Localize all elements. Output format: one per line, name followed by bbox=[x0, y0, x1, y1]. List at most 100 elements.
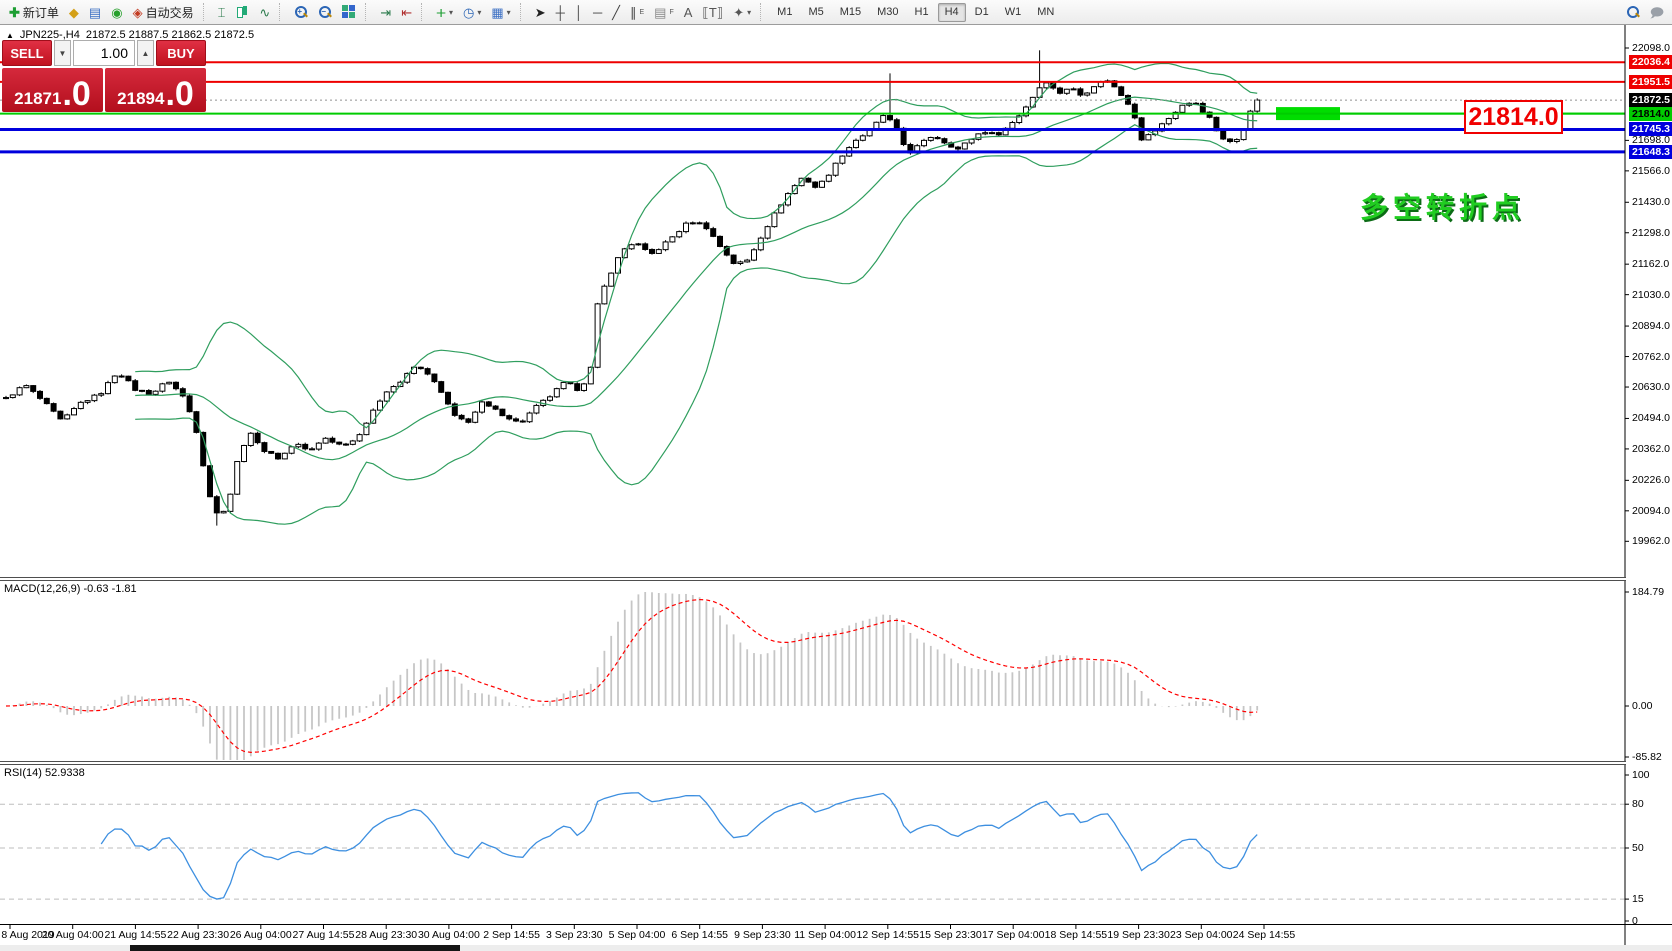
signals-button[interactable]: ◉ bbox=[106, 2, 127, 23]
volume-step-down[interactable]: ▼ bbox=[54, 40, 71, 66]
new-order-button[interactable]: ✚ 新订单 bbox=[4, 2, 64, 23]
indicators-button[interactable]: 🞤 ▾ bbox=[431, 2, 458, 23]
price-axis-tick: 19962.0 bbox=[1632, 535, 1670, 548]
zoom-in-button[interactable]: + bbox=[289, 2, 313, 23]
chat-icon[interactable]: 🗩 bbox=[1649, 4, 1664, 20]
trendline-icon: ╱ bbox=[612, 4, 620, 20]
toolbar-separator bbox=[760, 3, 767, 21]
price-axis-tick: 21566.0 bbox=[1632, 164, 1670, 177]
price-line-axis-label: 21872.5 bbox=[1629, 93, 1672, 108]
price-axis-tick: 21430.0 bbox=[1632, 196, 1670, 209]
fibonacci-tool-button[interactable]: ▤ F bbox=[649, 2, 679, 23]
crosshair-tool-button[interactable]: ┼ bbox=[551, 2, 570, 23]
candles bbox=[3, 50, 1261, 526]
date-axis-label: 30 Aug 04:00 bbox=[417, 929, 480, 941]
price-annotation-box[interactable]: 21814.0 bbox=[1464, 100, 1563, 134]
rsi-panel-divider[interactable] bbox=[0, 761, 1626, 765]
tile-windows-button[interactable] bbox=[337, 2, 361, 23]
price-axis-tick: 20362.0 bbox=[1632, 442, 1670, 455]
volume-input[interactable]: 1.00 bbox=[73, 40, 135, 66]
buy-button[interactable]: BUY bbox=[156, 40, 206, 66]
arrows-tool-button[interactable]: ✦ ▾ bbox=[728, 2, 756, 23]
zoom-out-button[interactable]: − bbox=[313, 2, 337, 23]
date-axis-label: 27 Aug 14:55 bbox=[292, 929, 355, 941]
rsi-axis-tick: 0 bbox=[1632, 915, 1638, 927]
rsi-axis-tick: 15 bbox=[1632, 893, 1644, 906]
date-axis-line bbox=[0, 924, 1672, 925]
autotrade-label: 自动交易 bbox=[145, 5, 194, 20]
rsi-axis-tick: 80 bbox=[1632, 798, 1644, 811]
symbol-title: JPN225-,H4 bbox=[19, 29, 80, 41]
one-click-trade-panel: SELL ▼ 1.00 ▲ BUY 21871 .0 21894 .0 bbox=[2, 40, 206, 112]
sell-price-main: 21871 bbox=[14, 89, 62, 108]
market-watch-button[interactable]: ◆ bbox=[64, 2, 84, 23]
date-axis-label: 5 Sep 04:00 bbox=[608, 929, 666, 941]
macd-histogram bbox=[11, 592, 1259, 760]
arrows-icon: ✦ bbox=[733, 4, 745, 20]
timeframe-button-mn[interactable]: MN bbox=[1037, 6, 1055, 18]
equidistant-channel-button[interactable]: ∥ E bbox=[625, 2, 649, 23]
profile-icon: ▤ bbox=[88, 4, 102, 20]
turning-point-annotation[interactable]: 多空转折点 bbox=[1360, 192, 1526, 223]
rsi-axis-tick: 100 bbox=[1632, 769, 1650, 781]
macd-panel-divider[interactable] bbox=[0, 577, 1626, 581]
price-axis-tick: 20894.0 bbox=[1632, 320, 1670, 333]
price-axis-tick: 21298.0 bbox=[1632, 226, 1670, 239]
search-icon[interactable] bbox=[1626, 5, 1640, 19]
text-tool-button[interactable]: A bbox=[679, 2, 698, 23]
vline-tool-button[interactable]: │ bbox=[570, 2, 588, 23]
timeframe-button-h1[interactable]: H1 bbox=[914, 6, 929, 18]
date-axis-label: 2 Sep 14:55 bbox=[483, 929, 540, 941]
trendline-tool-button[interactable]: ╱ bbox=[607, 2, 625, 23]
volume-step-up[interactable]: ▲ bbox=[137, 40, 154, 66]
rsi-line bbox=[100, 792, 1258, 900]
date-axis-label: 18 Sep 14:55 bbox=[1044, 929, 1108, 941]
price-axis-tick: 20094.0 bbox=[1632, 504, 1670, 517]
bollinger-middle-band bbox=[135, 96, 1258, 461]
timeframe-button-m30[interactable]: M30 bbox=[877, 6, 899, 18]
price-axis-tick: 21698.0 bbox=[1632, 134, 1670, 147]
dropdown-arrow-icon: ▾ bbox=[747, 7, 752, 17]
timeframe-button-d1[interactable]: D1 bbox=[974, 6, 989, 18]
date-axis-label: 17 Sep 04:00 bbox=[981, 929, 1045, 941]
timeframe-button-m15[interactable]: M15 bbox=[839, 6, 862, 18]
date-axis-label: 19 Sep 23:30 bbox=[1107, 929, 1170, 941]
periods-button[interactable]: ◷ ▾ bbox=[458, 2, 486, 23]
macd-axis-tick: 184.79 bbox=[1632, 586, 1665, 598]
chart-title: ▲ JPN225-,H4 21872.5 21887.5 21862.5 218… bbox=[6, 29, 254, 41]
zoom-in-icon: + bbox=[294, 5, 308, 19]
crosshair-icon: ┼ bbox=[555, 4, 565, 20]
templates-button[interactable]: ▦ ▾ bbox=[486, 2, 515, 23]
sell-price[interactable]: 21871 .0 bbox=[2, 68, 103, 112]
price-axis[interactable]: 22098.0 21698.0 21566.0 21430.0 21298.0 21162… bbox=[1626, 25, 1672, 945]
price-axis-tick: 20494.0 bbox=[1632, 412, 1670, 425]
line-chart-button[interactable]: ∿ bbox=[254, 2, 275, 23]
timeframe-button-w1[interactable]: W1 bbox=[1004, 6, 1022, 18]
bar-chart-button[interactable]: ⌶ bbox=[213, 2, 231, 23]
sell-button[interactable]: SELL bbox=[2, 40, 52, 66]
chart-shift-button[interactable]: ⇤ bbox=[396, 2, 417, 23]
autoscroll-button[interactable]: ⇥ bbox=[375, 2, 396, 23]
price-line-axis-label: 21814.0 bbox=[1629, 106, 1672, 121]
price-axis-tick: 20226.0 bbox=[1632, 474, 1670, 487]
data-window-button[interactable]: ▤ bbox=[84, 2, 106, 23]
cursor-tool-button[interactable]: ➤ bbox=[530, 2, 551, 23]
horizontal-scrollbar[interactable] bbox=[0, 945, 1672, 951]
candlestick-icon bbox=[235, 5, 249, 19]
timeframe-button-m5[interactable]: M5 bbox=[808, 6, 824, 18]
buy-price[interactable]: 21894 .0 bbox=[105, 68, 206, 112]
macd-axis-tick: -85.82 bbox=[1632, 751, 1662, 763]
timeframe-button-m1[interactable]: M1 bbox=[777, 6, 793, 18]
toolbar-separator bbox=[279, 3, 286, 21]
date-axis-label: 28 Aug 23:30 bbox=[355, 929, 418, 941]
scrollbar-thumb[interactable] bbox=[130, 945, 460, 951]
date-axis[interactable]: 8 Aug 2019 20 Aug 04:00 21 Aug 14:55 22 Aug… bbox=[0, 928, 1672, 944]
price-line-axis-label: 21648.3 bbox=[1629, 144, 1672, 159]
autotrade-button[interactable]: ◈ 自动交易 bbox=[128, 2, 199, 23]
label-tool-button[interactable]: ⟦T⟧ bbox=[697, 2, 728, 23]
candlestick-chart-button[interactable] bbox=[230, 2, 254, 23]
hline-tool-button[interactable]: ─ bbox=[588, 2, 607, 23]
timeframe-button-h4[interactable]: H4 bbox=[937, 2, 966, 22]
toolbar-separator bbox=[365, 3, 372, 21]
